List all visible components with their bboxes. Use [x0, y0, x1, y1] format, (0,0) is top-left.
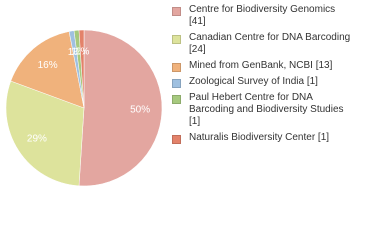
pie-slice — [78, 29, 85, 109]
pie: 50%29%16%1%1%1% — [5, 29, 163, 187]
legend-swatch — [172, 7, 181, 16]
slice-label: 1% — [68, 47, 83, 58]
legend-item: Zoological Survey of India [1] — [172, 76, 362, 88]
legend-item: Centre for Biodiversity Genomics [41] — [172, 4, 362, 28]
slice-label: 1% — [75, 47, 90, 58]
legend-label: Mined from GenBank, NCBI [13] — [189, 60, 333, 71]
legend-swatch — [172, 79, 181, 88]
pie-slice — [10, 31, 85, 109]
legend-swatch — [172, 35, 181, 44]
legend-label: Paul Hebert Centre for DNA Barcoding and… — [189, 92, 344, 127]
legend: Centre for Biodiversity Genomics [41] Can… — [172, 4, 362, 148]
slice-label: 16% — [38, 60, 58, 71]
legend-swatch — [172, 95, 181, 104]
legend-item: Canadian Centre for DNA Barcoding [24] — [172, 32, 362, 56]
legend-swatch — [172, 135, 181, 144]
legend-swatch — [172, 63, 181, 72]
pie-slice — [78, 29, 163, 187]
legend-label: Centre for Biodiversity Genomics [41] — [189, 4, 336, 27]
legend-label: Zoological Survey of India [1] — [189, 76, 318, 87]
pie-slice — [5, 80, 85, 187]
slice-label: 50% — [130, 104, 150, 115]
slice-label: 29% — [27, 133, 47, 144]
legend-item: Naturalis Biodiversity Center [1] — [172, 132, 362, 144]
legend-item: Paul Hebert Centre for DNA Barcoding and… — [172, 92, 362, 128]
slice-label: 1% — [71, 47, 86, 58]
legend-label: Canadian Centre for DNA Barcoding [24] — [189, 32, 351, 55]
legend-label: Naturalis Biodiversity Center [1] — [189, 132, 330, 143]
legend-item: Mined from GenBank, NCBI [13] — [172, 60, 362, 72]
